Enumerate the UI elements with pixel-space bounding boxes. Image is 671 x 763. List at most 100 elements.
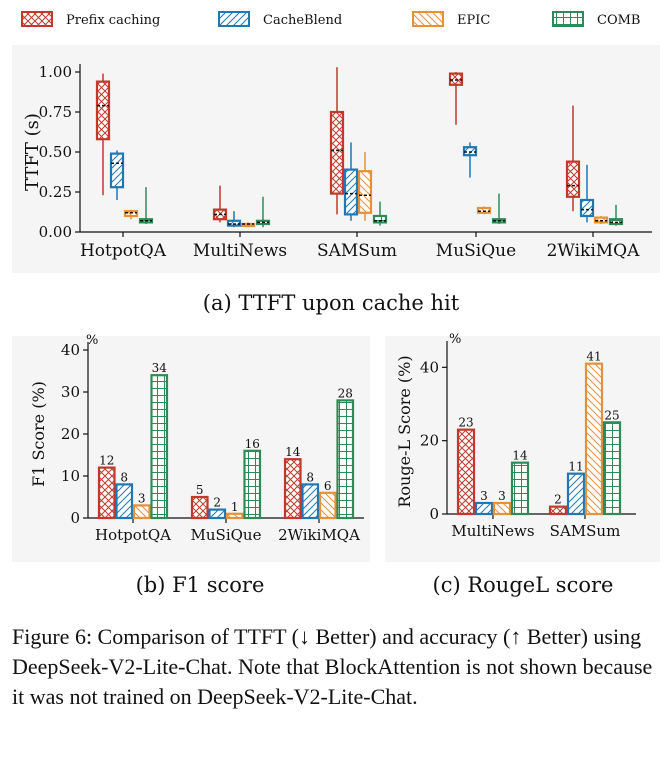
f1-y-axis-label: F1 Score (%) [29, 381, 48, 487]
legend-swatch-comb [552, 11, 584, 27]
legend-swatch-prefix-caching [21, 11, 53, 27]
ttft-y-tick-label: 0.00 [39, 223, 72, 241]
legend-swatch-epic [412, 11, 444, 27]
legend-label-cacheblend: CacheBlend [263, 13, 342, 28]
f1-unit-label: % [86, 333, 98, 348]
rougel-data-label-comb-multinews: 14 [512, 449, 528, 463]
ttft-x-tick-label-2wikimqa: 2WikiMQA [547, 241, 641, 261]
panel-b-background [12, 336, 370, 562]
rougel-bar-cacheblend-samsum [566, 472, 586, 516]
f1-bar-comb-2wikimqa [336, 399, 355, 520]
rougel-y-axis-label: Rouge-L Score (%) [395, 355, 414, 507]
f1-bar-comb-musique [243, 449, 262, 520]
box-prefix-caching-hotpotqa [95, 73, 111, 196]
rougel-data-label-comb-samsum: 25 [604, 408, 619, 422]
f1-bar-cacheblend-hotpotqa [115, 483, 134, 520]
f1-y-tick-label: 30 [61, 383, 80, 401]
f1-data-label-prefix-caching-2wikimqa: 14 [285, 445, 301, 459]
f1-data-label-epic-hotpotqa: 3 [138, 491, 146, 505]
legend-entry-epic: EPIC [412, 11, 490, 28]
rougel-bar-comb-multinews [510, 461, 530, 516]
legend: Prefix caching CacheBlend EPIC COMB [21, 11, 640, 28]
f1-bar-prefix-caching-musique [190, 495, 209, 520]
chart-f1: 0 10 20 30 40 F1 Score (%)% HotpotQA MuSiQue 2Wi… [29, 333, 364, 544]
box-cacheblend-musique [462, 142, 478, 178]
legend-label-epic: EPIC [457, 13, 490, 28]
f1-bar-cacheblend-2wikimqa [301, 483, 320, 520]
ttft-y-tick-label: 0.75 [39, 103, 72, 121]
rougel-bar-prefix-caching-multinews [456, 428, 476, 516]
f1-data-label-comb-musique: 16 [245, 437, 260, 451]
f1-data-label-comb-2wikimqa: 28 [338, 386, 353, 400]
ttft-y-tick-label: 0.50 [39, 143, 72, 161]
f1-data-label-prefix-caching-hotpotqa: 12 [99, 454, 114, 468]
f1-data-label-epic-musique: 1 [231, 500, 239, 514]
box-prefix-caching-2wikimqa [565, 105, 581, 212]
rougel-y-tick-label: 40 [420, 358, 439, 376]
legend-entry-prefix-caching: Prefix caching [21, 11, 160, 28]
legend-label-comb: COMB [597, 13, 640, 28]
f1-bar-epic-hotpotqa [132, 504, 151, 520]
ttft-x-tick-label-hotpotqa: HotpotQA [80, 241, 167, 261]
rougel-data-label-prefix-caching-multinews: 23 [458, 416, 473, 430]
figure-canvas: Prefix caching CacheBlend EPIC COMB 0.00 0.2… [12, 11, 652, 597]
rougel-data-label-epic-samsum: 41 [586, 350, 601, 364]
ttft-x-tick-label-multinews: MultiNews [193, 241, 287, 261]
box-cacheblend-multinews [226, 211, 242, 228]
box-epic-musique [476, 206, 492, 215]
ttft-x-tick-label-samsum: SAMSum [317, 241, 397, 261]
rougel-bar-epic-multinews [492, 501, 512, 516]
f1-bar-prefix-caching-2wikimqa [283, 458, 302, 520]
legend-entry-cacheblend: CacheBlend [218, 11, 342, 28]
caption-b: (b) F1 score [136, 573, 265, 597]
legend-entry-comb: COMB [552, 11, 640, 28]
f1-x-tick-label-hotpotqa: HotpotQA [95, 526, 171, 544]
box-comb-multinews [255, 196, 271, 228]
ttft-x-tick-label-musique: MuSiQue [436, 241, 516, 261]
box-prefix-caching-multinews [212, 185, 228, 223]
box-epic-2wikimqa [593, 216, 609, 224]
ttft-y-tick-label: 1.00 [39, 63, 72, 81]
ttft-y-tick-label: 0.25 [39, 183, 72, 201]
box-prefix-caching-musique [448, 72, 464, 125]
f1-y-tick-label: 40 [61, 341, 80, 359]
rougel-bar-prefix-caching-samsum [548, 505, 568, 516]
f1-y-tick-label: 20 [61, 425, 80, 443]
box-comb-samsum [372, 201, 388, 226]
box-comb-2wikimqa [608, 204, 624, 226]
rougel-data-label-epic-multinews: 3 [498, 489, 506, 503]
f1-bar-epic-musique [225, 512, 244, 520]
caption-c: (c) RougeL score [433, 573, 614, 597]
f1-bar-cacheblend-musique [208, 508, 227, 520]
box-epic-samsum [357, 152, 373, 221]
rougel-data-label-cacheblend-samsum: 11 [568, 460, 583, 474]
rougel-y-tick-label: 0 [429, 505, 439, 523]
f1-data-label-cacheblend-hotpotqa: 8 [120, 470, 128, 484]
f1-data-label-cacheblend-musique: 2 [213, 496, 221, 510]
f1-bar-prefix-caching-hotpotqa [97, 466, 116, 520]
box-epic-hotpotqa [123, 209, 139, 220]
f1-bar-comb-hotpotqa [150, 374, 169, 520]
ttft-y-axis-label: TTFT (s) [22, 113, 43, 191]
rougel-unit-label: % [449, 332, 461, 347]
caption-a: (a) TTFT upon cache hit [203, 291, 460, 315]
figure-caption: Figure 6: Comparison of TTFT (↓ Better) … [12, 624, 653, 709]
f1-data-label-prefix-caching-musique: 5 [196, 483, 204, 497]
f1-y-tick-label: 0 [70, 509, 80, 527]
box-cacheblend-hotpotqa [109, 150, 125, 200]
rougel-x-tick-label-samsum: SAMSum [550, 522, 621, 540]
rougel-bar-comb-samsum [602, 421, 622, 516]
f1-data-label-epic-2wikimqa: 6 [324, 479, 332, 493]
rougel-bar-cacheblend-multinews [474, 501, 494, 516]
f1-bar-epic-2wikimqa [318, 491, 337, 520]
chart-ttft: 0.00 0.25 0.50 0.75 1.00 TTFT (s) HotpotQA Mult… [22, 63, 652, 261]
box-prefix-caching-samsum [329, 67, 345, 215]
legend-label-prefix-caching: Prefix caching [66, 13, 160, 28]
f1-data-label-comb-hotpotqa: 34 [152, 361, 168, 375]
rougel-bar-epic-samsum [584, 362, 604, 516]
rougel-x-tick-label-multinews: MultiNews [451, 522, 534, 540]
rougel-data-label-prefix-caching-samsum: 2 [554, 493, 562, 507]
legend-swatch-cacheblend [218, 11, 250, 27]
f1-x-tick-label-2wikimqa: 2WikiMQA [278, 526, 360, 544]
